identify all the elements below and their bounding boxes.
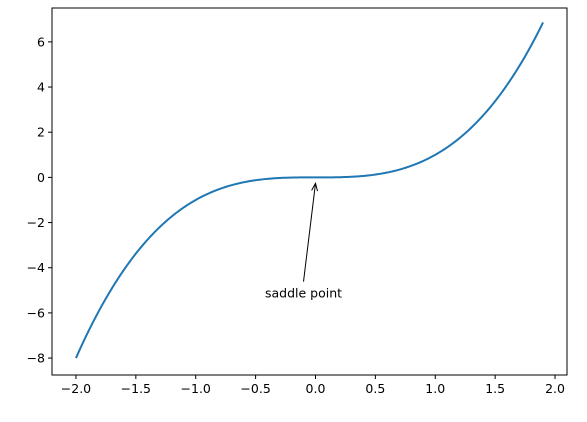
annotation-arrowhead [311, 182, 319, 192]
y-axis: −8 −6 −4 −2 0 2 4 6 [27, 34, 52, 366]
series-line-0 [75, 22, 544, 359]
annotation-arrow [303, 183, 316, 282]
y-tick-label: −8 [27, 351, 45, 366]
y-tick-label: −2 [27, 215, 45, 230]
x-tick-label: −2.0 [61, 381, 91, 396]
x-tick-label: −1.5 [121, 381, 151, 396]
y-tick-label: 2 [37, 125, 45, 140]
annotation-layer: saddle point [265, 182, 342, 301]
y-tick-label: 0 [37, 170, 45, 185]
x-tick-label: 0.0 [306, 381, 326, 396]
y-tick-label: 4 [37, 80, 45, 95]
y-tick-label: −4 [27, 260, 45, 275]
y-tick-label: −6 [27, 305, 45, 320]
x-axis: −2.0 −1.5 −1.0 −0.5 0.0 0.5 1.0 1.5 2.0 [61, 375, 565, 396]
x-tick-label: 2.0 [545, 381, 565, 396]
plot-frame [51, 7, 568, 376]
annotation-label: saddle point [265, 286, 342, 301]
y-tick-label: 6 [37, 34, 45, 49]
x-tick-label: 1.0 [425, 381, 445, 396]
x-tick-label: 1.5 [485, 381, 505, 396]
x-tick-label: −0.5 [240, 381, 270, 396]
x-tick-label: −1.0 [181, 381, 211, 396]
x-tick-label: 0.5 [365, 381, 385, 396]
